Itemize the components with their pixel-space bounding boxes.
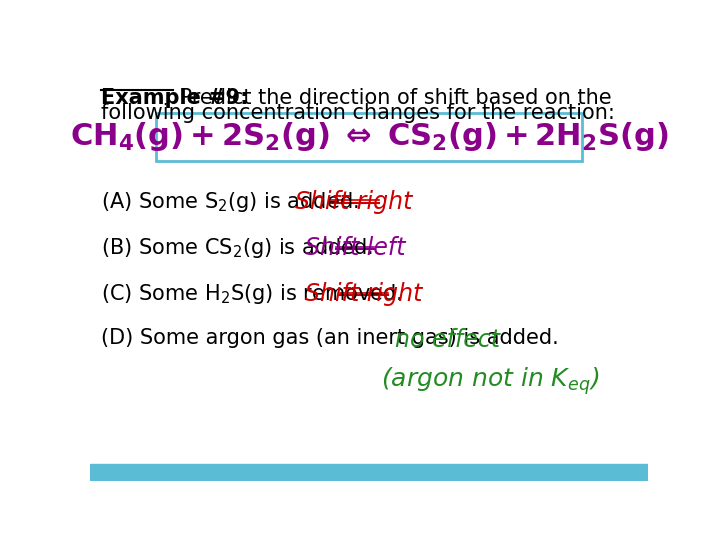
Text: (A) Some S$_2$(g) is added.: (A) Some S$_2$(g) is added. <box>101 190 359 213</box>
Text: (argon not in K$_{eq}$): (argon not in K$_{eq}$) <box>381 365 599 397</box>
Text: following concentration changes for the reaction:: following concentration changes for the … <box>101 103 615 123</box>
Text: (D) Some argon gas (an inert gas) is added.: (D) Some argon gas (an inert gas) is add… <box>101 328 559 348</box>
Text: Example #9:: Example #9: <box>101 88 248 108</box>
Text: Predict the direction of shift based on the: Predict the direction of shift based on … <box>173 88 611 108</box>
Text: (C) Some H$_2$S(g) is removed.: (C) Some H$_2$S(g) is removed. <box>101 282 402 306</box>
Bar <box>90 464 648 481</box>
Text: no effect: no effect <box>395 328 500 352</box>
Text: (B) Some CS$_2$(g) is added.: (B) Some CS$_2$(g) is added. <box>101 236 373 260</box>
Text: $\mathbf{CH_4(g) + 2S_2(g)\ \Leftrightarrow\ CS_2(g) + 2H_2S(g)}$: $\mathbf{CH_4(g) + 2S_2(g)\ \Leftrightar… <box>70 120 668 153</box>
Text: Shift right: Shift right <box>305 282 423 306</box>
Text: Shift left: Shift left <box>305 236 406 260</box>
FancyBboxPatch shape <box>156 113 582 161</box>
Text: Shift right: Shift right <box>295 190 413 213</box>
